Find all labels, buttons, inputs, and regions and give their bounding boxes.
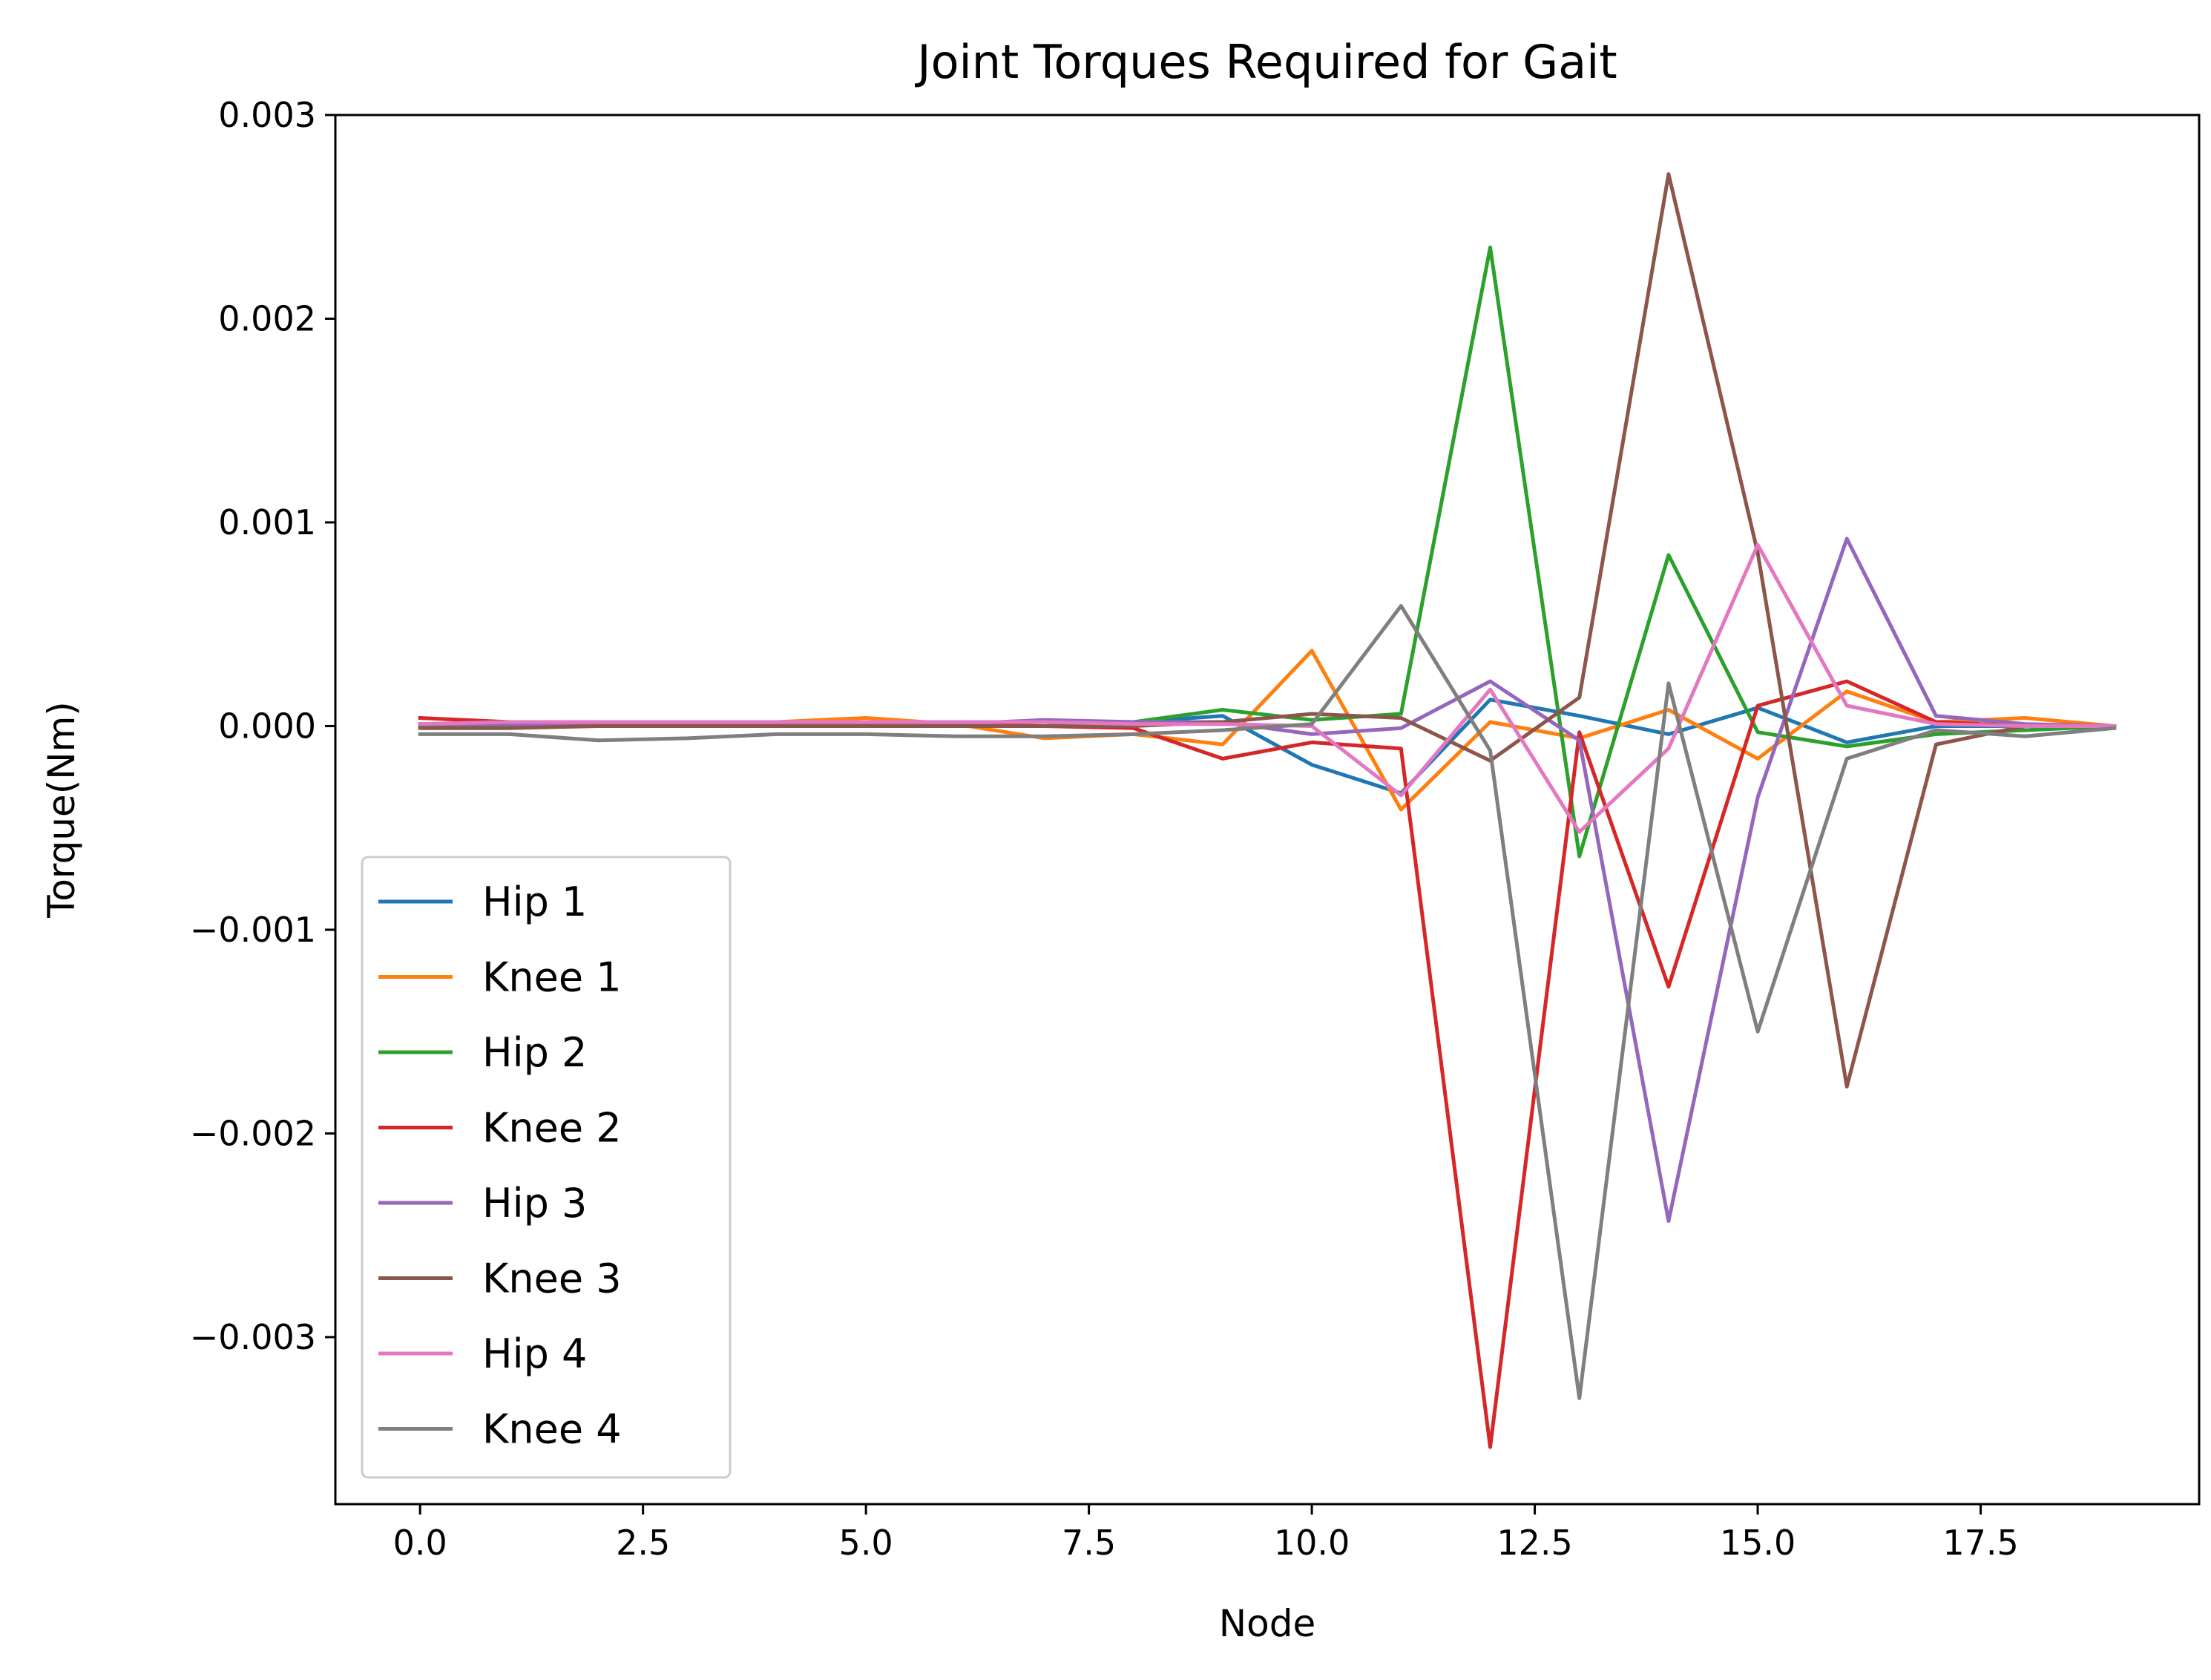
y-tick-label: 0.002 (218, 298, 316, 338)
series-line-hip-4 (418, 542, 2117, 834)
x-tick-label: 12.5 (1497, 1523, 1572, 1563)
x-tick-label: 7.5 (1062, 1523, 1116, 1563)
y-axis-label: Torque(Nm) (40, 701, 83, 919)
plot-frame (334, 114, 2201, 1506)
legend-label-hip-2: Hip 2 (482, 1029, 587, 1076)
x-tick-label: 10.0 (1274, 1523, 1350, 1563)
legend: Hip 1 Knee 1 Hip 2 Knee 2 Hip 3 Knee 3 Hip 4 Kn… (361, 856, 732, 1479)
legend-label-knee-2: Knee 2 (482, 1105, 622, 1152)
y-tick-label: 0.001 (218, 502, 316, 542)
y-tick-label: −0.003 (190, 1317, 316, 1357)
y-tick-label: −0.001 (190, 910, 316, 950)
x-tick-label: 0.0 (393, 1523, 447, 1563)
legend-box (361, 856, 732, 1479)
chart-title: Joint Torques Required for Gait (914, 35, 1617, 89)
series-layer (418, 172, 2117, 1449)
y-tick-label: −0.002 (190, 1113, 316, 1153)
y-tick-label: 0.000 (218, 706, 316, 746)
legend-label-hip-4: Hip 4 (482, 1330, 587, 1377)
legend-label-hip-1: Hip 1 (482, 879, 587, 925)
legend-label-knee-1: Knee 1 (482, 954, 622, 1001)
x-tick-label: 2.5 (616, 1523, 670, 1563)
series-line-knee-4 (418, 604, 2117, 1400)
y-axis: 0.003 0.002 0.001 0.000 −0.001 −0.002 −0.003 (190, 95, 335, 1357)
legend-label-knee-4: Knee 4 (482, 1406, 622, 1453)
x-tick-label: 17.5 (1942, 1523, 2018, 1563)
legend-label-hip-3: Hip 3 (482, 1180, 587, 1227)
x-axis-label: Node (1219, 1602, 1316, 1645)
x-axis: 0.0 2.5 5.0 7.5 10.0 12.5 15.0 17.5 (393, 1504, 2019, 1563)
y-tick-label: 0.003 (218, 95, 316, 135)
x-tick-label: 15.0 (1720, 1523, 1796, 1563)
series-line-knee-3 (418, 172, 2117, 1089)
plot-area (334, 114, 2201, 1506)
legend-label-knee-3: Knee 3 (482, 1256, 622, 1302)
x-tick-label: 5.0 (839, 1523, 893, 1563)
